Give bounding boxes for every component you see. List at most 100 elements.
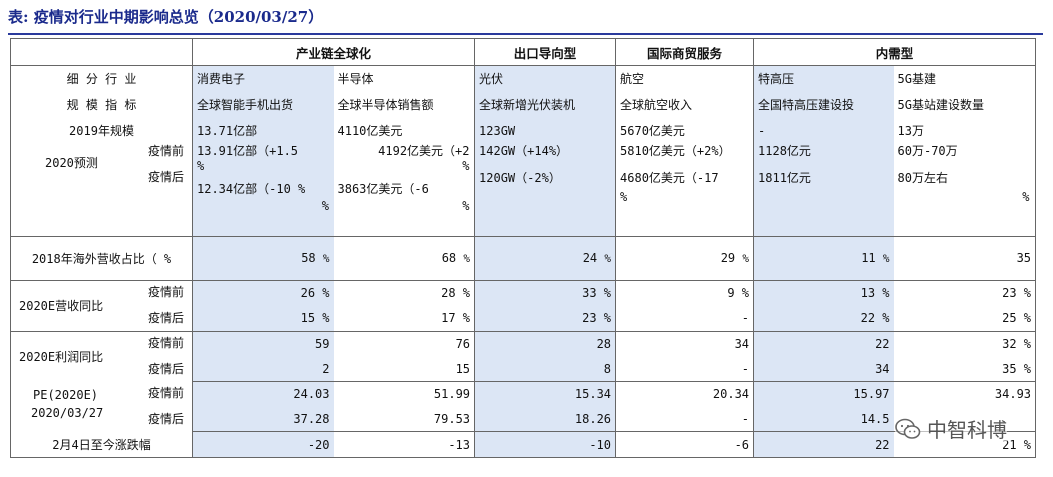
cell: 22 bbox=[753, 431, 894, 458]
row-label: 细 分 行 业 bbox=[10, 65, 193, 92]
cell: 20.34 bbox=[615, 381, 754, 407]
title-rule bbox=[8, 33, 1043, 35]
forecast-2020-row: 2020预测 疫情前 疫情后 13.91亿部（+1.5 % 12.34亿部（-1… bbox=[10, 143, 1037, 237]
cell: 51.99 bbox=[433, 387, 471, 402]
cell-after-pct: % bbox=[1022, 189, 1030, 204]
cell: 5G基站建设数量 bbox=[893, 91, 1037, 118]
cell-pct: % bbox=[463, 252, 471, 265]
cell: 76 bbox=[455, 336, 471, 351]
cell: 34 bbox=[753, 356, 894, 383]
overseas-row: 2018年海外营收占比（ % 58 % 68 % 24 % 29 % 11 % … bbox=[10, 236, 1037, 281]
scale-2019-row: 2019年规模 13.71亿部 4110亿美元 123GW 5670亿美元 - … bbox=[10, 117, 1037, 144]
cell: 15 % bbox=[192, 305, 334, 332]
cell: 59 bbox=[192, 331, 334, 357]
cell: 33 % bbox=[474, 280, 616, 306]
cell: 34.93 bbox=[893, 381, 1037, 407]
cell-before: 5810亿美元（+2%） bbox=[620, 143, 731, 158]
cell: 5670亿美元 bbox=[615, 117, 754, 144]
cell: 23 % bbox=[893, 280, 1037, 306]
cell: 18.26 bbox=[474, 406, 616, 432]
profit-after-row: 2 15 8 - 34 35 % bbox=[11, 356, 1037, 383]
cell: - bbox=[753, 117, 894, 144]
cell: 68 bbox=[441, 251, 457, 265]
cell: 35 bbox=[1016, 251, 1032, 265]
pe-before-row: PE(2020E) 2020/03/27 疫情前 疫情后 24.03 51.99… bbox=[10, 381, 1037, 432]
cell: -20 bbox=[192, 431, 334, 458]
revenue-before-row: 2020E营收同比 疫情前 疫情后 26 % 28 % 33 % 9 % 13 … bbox=[10, 280, 1037, 331]
cell: 13 % bbox=[753, 280, 894, 306]
cell: 15.97 bbox=[753, 381, 894, 407]
cell-after: 3863亿美元（-6 bbox=[337, 181, 429, 196]
row-label: 2020E营收同比 bbox=[19, 298, 104, 313]
cell: 半导体 bbox=[337, 72, 374, 87]
cell-pct: % bbox=[322, 252, 330, 265]
watermark: 中智科博 bbox=[895, 414, 1007, 443]
page-title: 表: 疫情对行业中期影响总览（2020/03/27） bbox=[8, 8, 324, 26]
cell: 23 % bbox=[474, 305, 616, 332]
cell: 特高压 bbox=[753, 65, 894, 92]
cell: 全球半导体销售额 bbox=[337, 98, 434, 112]
metric-row: 规 模 指 标 全球智能手机出货 全球半导体销售额 全球新增光伏装机 全球航空收… bbox=[10, 91, 1037, 118]
cell: 8 bbox=[474, 356, 616, 383]
cell: -10 bbox=[474, 431, 616, 458]
cell: 24.03 bbox=[192, 381, 334, 407]
cell-after: 4680亿美元（-17 bbox=[620, 170, 719, 185]
row-label: 2月4日至今涨跌幅 bbox=[10, 431, 193, 458]
cell: 123GW bbox=[474, 117, 616, 144]
cell: 28 % bbox=[441, 286, 471, 300]
cell-after-pct: % bbox=[462, 198, 470, 213]
cell-before: 13.91亿部（+1.5 bbox=[197, 143, 299, 158]
watermark-text: 中智科博 bbox=[927, 418, 1007, 442]
cell: -6 bbox=[615, 431, 754, 458]
cell: 9 % bbox=[615, 280, 754, 306]
revenue-after-row: 15 % 17 % 23 % - 22 % 25 % bbox=[11, 305, 1037, 332]
row-label: 规 模 指 标 bbox=[10, 91, 193, 118]
row-label: PE(2020E) bbox=[33, 387, 99, 402]
row-label: 2019年规模 bbox=[10, 117, 193, 144]
cell-pct: % bbox=[882, 252, 890, 265]
cell: 全球智能手机出货 bbox=[192, 91, 334, 118]
cell: 14.5 bbox=[753, 406, 894, 432]
cell-before: 4192亿美元（+2 bbox=[378, 143, 470, 158]
group-globalization: 产业链全球化 bbox=[191, 38, 475, 66]
row-sublabel-before: 疫情前 bbox=[147, 385, 184, 400]
cell: 4110亿美元 bbox=[337, 124, 403, 138]
change-row: 2月4日至今涨跌幅 -20 -13 -10 -6 22 21 % bbox=[10, 431, 1037, 458]
cell: 22 bbox=[753, 331, 894, 357]
cell: 11 bbox=[861, 251, 876, 265]
cell: 35 % bbox=[893, 356, 1037, 383]
cell: 22 % bbox=[753, 305, 894, 332]
cell: 58 bbox=[301, 251, 316, 265]
cell: 13.71亿部 bbox=[192, 117, 334, 144]
cell: 消费电子 bbox=[192, 65, 334, 92]
cell-after: 80万左右 bbox=[897, 170, 948, 185]
cell: 全球新增光伏装机 bbox=[474, 91, 616, 118]
cell: 32 % bbox=[893, 331, 1037, 357]
cell: 航空 bbox=[615, 65, 754, 92]
cell: -13 bbox=[333, 431, 475, 458]
impact-table: 产业链全球化 出口导向型 国际商贸服务 内需型 细 分 行 业 消费电子 半导体… bbox=[10, 38, 1037, 458]
row-sublabel-before: 疫情前 bbox=[147, 143, 184, 158]
row-label: 2018年海外营收占比（ % bbox=[10, 236, 193, 281]
cell: - bbox=[615, 305, 754, 332]
cell: 29 bbox=[720, 251, 736, 265]
cell: 2 bbox=[192, 356, 334, 383]
cell: 5G基建 bbox=[893, 65, 1037, 92]
cell-after: 1811亿元 bbox=[758, 170, 811, 185]
cell: 全国特高压建设投 bbox=[753, 91, 894, 118]
group-trade-service: 国际商贸服务 bbox=[615, 38, 754, 66]
cell: 17 % bbox=[333, 305, 475, 332]
cell-before-pct: % bbox=[197, 158, 205, 173]
cell: - bbox=[615, 356, 754, 383]
cell: - bbox=[615, 406, 754, 432]
cell-before: 142GW（+14%） bbox=[479, 143, 569, 158]
cell-pct: % bbox=[742, 252, 750, 265]
group-export: 出口导向型 bbox=[474, 38, 616, 66]
row-sublabel-after: 疫情后 bbox=[147, 411, 184, 426]
cell-before: 1128亿元 bbox=[758, 143, 811, 158]
wechat-icon bbox=[895, 418, 921, 439]
segment-row: 细 分 行 业 消费电子 半导体 光伏 航空 特高压 5G基建 bbox=[10, 65, 1037, 92]
row-sublabel-before: 疫情前 bbox=[147, 335, 184, 350]
row-label: 2020E利润同比 bbox=[19, 349, 104, 364]
cell-pct: % bbox=[604, 252, 612, 265]
